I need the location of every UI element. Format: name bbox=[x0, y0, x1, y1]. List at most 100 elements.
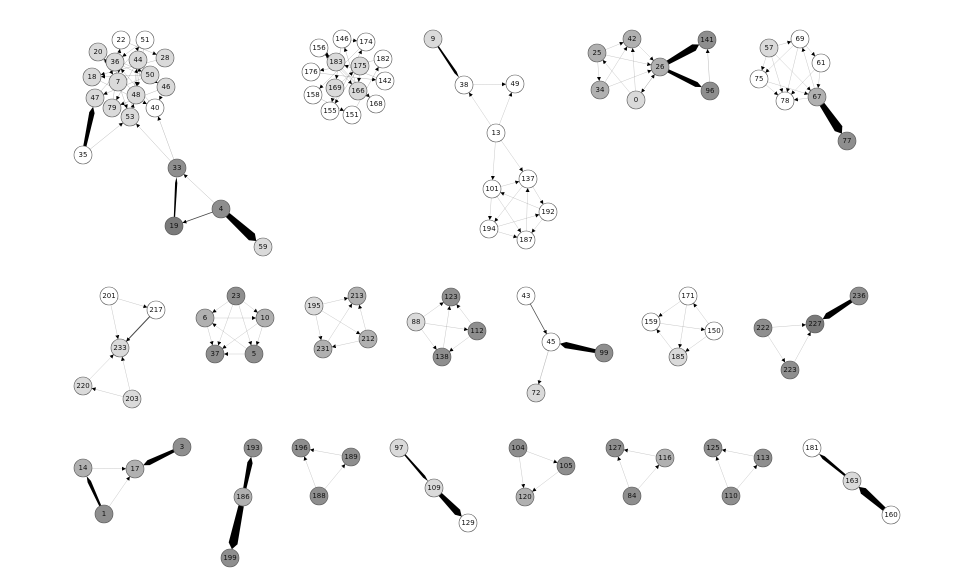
edge-23-5 bbox=[238, 304, 253, 346]
edge-0-42 bbox=[630, 47, 636, 92]
node-123: 123 bbox=[441, 287, 461, 307]
node-circle-113 bbox=[753, 448, 773, 468]
node-26: 26 bbox=[650, 57, 670, 77]
edge-4-19 bbox=[182, 211, 213, 224]
node-171: 171 bbox=[678, 286, 698, 306]
node-circle-35 bbox=[73, 145, 93, 165]
node-116: 116 bbox=[655, 448, 675, 468]
edge-169-175 bbox=[341, 71, 354, 83]
node-182: 182 bbox=[373, 49, 393, 69]
node-label-185: 185 bbox=[671, 353, 684, 361]
node-183: 183 bbox=[326, 52, 346, 72]
edges-layer bbox=[83, 38, 886, 550]
node-label-44: 44 bbox=[134, 56, 143, 64]
node-label-183: 183 bbox=[329, 58, 342, 66]
node-circle-194 bbox=[479, 219, 499, 239]
edge-35-47 bbox=[83, 106, 95, 147]
node-label-233: 233 bbox=[113, 344, 126, 352]
node-label-146: 146 bbox=[335, 35, 349, 43]
node-176: 176 bbox=[301, 62, 321, 82]
node-174: 174 bbox=[356, 32, 376, 52]
edge-84-116 bbox=[637, 464, 660, 490]
edge-220-233 bbox=[89, 354, 114, 380]
node-150: 150 bbox=[704, 321, 724, 341]
node-196: 196 bbox=[291, 438, 311, 458]
node-35: 35 bbox=[73, 145, 93, 165]
edge-212-231 bbox=[331, 340, 360, 349]
node-13: 13 bbox=[486, 123, 506, 143]
node-label-110: 110 bbox=[724, 492, 737, 500]
node-7: 7 bbox=[108, 72, 128, 92]
edge-187-137 bbox=[525, 187, 530, 232]
node-181: 181 bbox=[802, 438, 822, 458]
node-circle-185 bbox=[668, 347, 688, 367]
edge-9-38 bbox=[437, 46, 459, 78]
node-43: 43 bbox=[516, 286, 536, 306]
node-label-194: 194 bbox=[482, 225, 496, 233]
node-36: 36 bbox=[105, 52, 125, 72]
edge-97-109 bbox=[404, 454, 429, 482]
node-circle-183 bbox=[326, 52, 346, 72]
edge-3-17 bbox=[143, 449, 175, 466]
node-label-196: 196 bbox=[294, 444, 308, 452]
node-231: 231 bbox=[313, 339, 333, 359]
node-48: 48 bbox=[126, 85, 146, 105]
node-circle-168 bbox=[366, 94, 386, 114]
node-label-227: 227 bbox=[808, 320, 821, 328]
node-17: 17 bbox=[125, 459, 145, 479]
node-label-61: 61 bbox=[817, 59, 826, 67]
node-circle-220 bbox=[73, 376, 93, 396]
node-circle-101 bbox=[482, 179, 502, 199]
node-circle-163 bbox=[842, 471, 862, 491]
edge-7-53 bbox=[120, 90, 128, 109]
node-circle-4 bbox=[211, 199, 231, 219]
node-label-142: 142 bbox=[378, 77, 391, 85]
node-110: 110 bbox=[721, 486, 741, 506]
node-circle-3 bbox=[172, 437, 192, 457]
node-77: 77 bbox=[837, 131, 857, 151]
edge-75-67 bbox=[767, 81, 809, 96]
node-circle-7 bbox=[108, 72, 128, 92]
node-circle-1 bbox=[94, 504, 114, 524]
node-label-46: 46 bbox=[162, 83, 171, 91]
node-circle-19 bbox=[164, 216, 184, 236]
node-label-17: 17 bbox=[131, 465, 140, 473]
node-46: 46 bbox=[156, 77, 176, 97]
node-169: 169 bbox=[325, 78, 345, 98]
node-label-201: 201 bbox=[102, 292, 115, 300]
node-28: 28 bbox=[155, 48, 175, 68]
node-label-120: 120 bbox=[518, 493, 531, 501]
node-label-171: 171 bbox=[681, 292, 694, 300]
edge-99-45 bbox=[559, 342, 596, 353]
node-label-203: 203 bbox=[125, 395, 138, 403]
node-circle-28 bbox=[155, 48, 175, 68]
node-label-150: 150 bbox=[707, 327, 720, 335]
node-circle-13 bbox=[486, 123, 506, 143]
edge-53-48 bbox=[130, 103, 135, 109]
node-label-129: 129 bbox=[461, 519, 474, 527]
node-label-193: 193 bbox=[246, 444, 259, 452]
edge-201-217 bbox=[117, 298, 148, 309]
edge-101-194 bbox=[487, 197, 492, 221]
node-188: 188 bbox=[309, 486, 329, 506]
node-circle-49 bbox=[505, 74, 525, 94]
node-96: 96 bbox=[700, 81, 720, 101]
node-105: 105 bbox=[556, 456, 576, 476]
edge-156-183 bbox=[324, 52, 330, 57]
node-44: 44 bbox=[128, 50, 148, 70]
node-circle-112 bbox=[467, 321, 487, 341]
node-circle-96 bbox=[700, 81, 720, 101]
node-label-1: 1 bbox=[102, 510, 106, 518]
edge-33-53 bbox=[135, 123, 172, 162]
node-label-101: 101 bbox=[485, 185, 498, 193]
node-circle-186 bbox=[233, 487, 253, 507]
node-57: 57 bbox=[759, 38, 779, 58]
node-53: 53 bbox=[120, 107, 140, 127]
edge-159-150 bbox=[659, 323, 706, 332]
node-label-141: 141 bbox=[700, 36, 713, 44]
node-168: 168 bbox=[366, 94, 386, 114]
node-circle-156 bbox=[309, 38, 329, 58]
node-label-19: 19 bbox=[170, 222, 179, 230]
edge-25-26 bbox=[605, 54, 652, 67]
node-circle-18 bbox=[82, 67, 102, 87]
